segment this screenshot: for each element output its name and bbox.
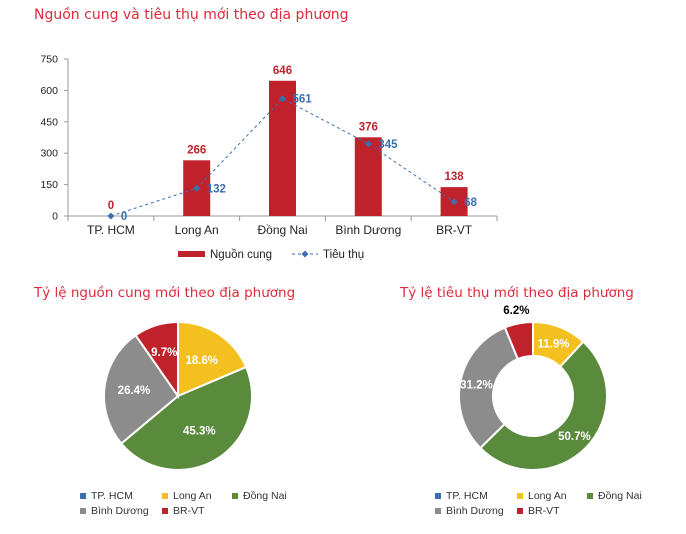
line-point	[107, 212, 115, 220]
x-tick-label: BR-VT	[436, 223, 473, 237]
legend-swatch-marker	[301, 250, 309, 258]
line-data-label: 561	[293, 94, 313, 106]
pie-data-label: 9.7%	[151, 347, 177, 359]
legend-label: Bình Dương	[91, 505, 149, 517]
pie-slice	[103, 333, 180, 445]
y-tick-label: 450	[40, 116, 58, 128]
pie-slice	[503, 320, 534, 361]
legend-item: TP. HCM	[435, 490, 488, 502]
legend-label: Long An	[173, 490, 212, 502]
x-tick-label: Đồng Nai	[257, 223, 307, 237]
legend-swatch	[80, 493, 86, 499]
consumption-pie-title: Tỷ lệ tiêu thụ mới theo địa phương	[400, 285, 634, 301]
y-tick-label: 0	[52, 211, 58, 223]
legend-swatch	[435, 508, 441, 514]
pie-slice	[119, 365, 253, 471]
line-series	[110, 97, 455, 217]
pie-data-label: 18.6%	[185, 355, 218, 367]
legend-swatch	[80, 508, 86, 514]
legend-swatch	[162, 508, 168, 514]
pie-slice	[478, 340, 608, 471]
legend-swatch	[587, 493, 593, 499]
legend-swatch	[517, 508, 523, 514]
x-tick-label: TP. HCM	[87, 223, 135, 237]
legend-swatch	[517, 493, 523, 499]
pie-data-label: 45.3%	[183, 426, 216, 438]
legend-label: Đồng Nai	[598, 490, 642, 502]
legend-item: TP. HCM	[80, 490, 133, 502]
legend-label: Bình Dương	[446, 505, 504, 517]
legend-label: TP. HCM	[91, 490, 133, 502]
line-point	[364, 140, 372, 148]
legend-swatch	[162, 493, 168, 499]
pie-data-label: 11.9%	[538, 339, 570, 351]
pie-slice	[177, 320, 248, 398]
legend-item: Bình Dương	[80, 505, 149, 517]
legend-swatch	[232, 493, 238, 499]
line-data-label: 345	[378, 139, 398, 151]
bar	[354, 137, 382, 216]
bar-data-label: 138	[445, 171, 465, 183]
line-data-label: 68	[464, 197, 477, 209]
line-data-label: 0	[121, 211, 127, 223]
legend-label: Long An	[528, 490, 567, 502]
x-tick-label: Bình Dương	[335, 223, 401, 237]
pie-data-label: 50.7%	[558, 431, 591, 443]
line-point	[450, 198, 458, 206]
legend-label: BR-VT	[173, 505, 205, 517]
bar-data-label: 0	[108, 200, 114, 212]
y-tick-label: 600	[40, 85, 58, 97]
consumption-pie-legend: TP. HCM Long An Đồng Nai Bình Dương BR-VT	[435, 490, 675, 520]
legend-item: BR-VT	[517, 505, 560, 517]
x-tick-label: Long An	[175, 223, 219, 237]
legend-item: Bình Dương	[435, 505, 504, 517]
legend-item: Long An	[162, 490, 212, 502]
bar-chart-title: Nguồn cung và tiêu thụ mới theo địa phươ…	[34, 7, 349, 23]
legend-label-line: Tiêu thụ	[323, 249, 364, 261]
line-point	[279, 95, 286, 103]
legend-item: BR-VT	[162, 505, 205, 517]
supply-pie-title: Tỷ lệ nguồn cung mới theo địa phương	[34, 285, 296, 301]
line-point	[193, 184, 201, 192]
legend-label-bar: Nguồn cung	[210, 249, 272, 261]
legend-item: Đồng Nai	[587, 490, 642, 502]
line-data-label: 132	[207, 183, 226, 195]
y-tick-label: 300	[40, 148, 58, 160]
legend-swatch	[435, 493, 441, 499]
y-tick-label: 750	[40, 54, 58, 66]
pie-slice	[134, 320, 179, 400]
pie-slice	[458, 326, 520, 450]
legend-item: Đồng Nai	[232, 490, 287, 502]
bar-data-label: 266	[187, 144, 206, 156]
y-tick-label: 150	[40, 179, 58, 191]
pie-data-label: 26.4%	[118, 385, 151, 397]
legend-label: Đồng Nai	[243, 490, 287, 502]
legend-item: Long An	[517, 490, 567, 502]
pie-data-label: 31.2%	[460, 379, 493, 391]
legend-label: TP. HCM	[446, 490, 488, 502]
bar-data-label: 646	[273, 65, 292, 77]
supply-pie-legend: TP. HCM Long An Đồng Nai Bình Dương BR-VT	[80, 490, 320, 520]
pie-data-label: 6.2%	[503, 305, 529, 317]
bar-data-label: 376	[359, 121, 378, 133]
legend-swatch-bar	[178, 251, 205, 257]
legend-label: BR-VT	[528, 505, 560, 517]
